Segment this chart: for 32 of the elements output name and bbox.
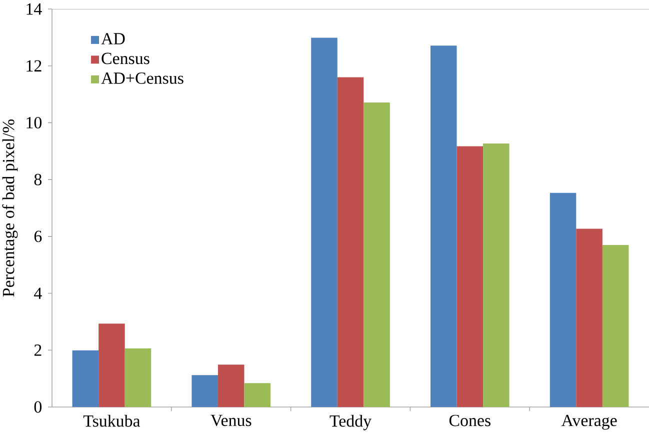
bar: [192, 375, 218, 407]
legend-label: AD: [101, 33, 125, 44]
bar: [483, 143, 510, 407]
bar: [576, 228, 602, 407]
y-tick-label: 0: [34, 401, 42, 413]
bar: [218, 364, 244, 407]
x-tick-label: Tsukuba: [83, 414, 140, 427]
x-tick-label: Average: [561, 414, 617, 430]
y-tick-label: 14: [26, 3, 42, 15]
x-tick-label: Cones: [449, 414, 490, 426]
y-tick-label: 6: [34, 230, 42, 242]
y-tick-label: 12: [26, 60, 42, 72]
bar: [72, 350, 99, 407]
bar: [124, 348, 152, 407]
bar: [602, 244, 629, 407]
bar: [550, 192, 576, 407]
bar: [364, 102, 390, 407]
bar: [244, 383, 271, 407]
bar: [311, 38, 338, 407]
bar: [430, 46, 457, 407]
y-tick-label: 8: [34, 174, 42, 186]
legend-label: Census: [102, 52, 150, 64]
legend-label: AD+Census: [101, 72, 184, 84]
y-tick-label: 4: [34, 288, 42, 299]
y-tick-label: 10: [26, 116, 42, 128]
x-tick-label: Venus: [210, 414, 252, 426]
y-axis-title: Percentage of bad pixel/%: [2, 119, 18, 297]
y-tick-label: 2: [34, 344, 42, 356]
bar: [98, 324, 125, 407]
bar: [456, 146, 484, 407]
bar: [337, 77, 364, 407]
x-tick-label: Teddy: [330, 414, 372, 430]
